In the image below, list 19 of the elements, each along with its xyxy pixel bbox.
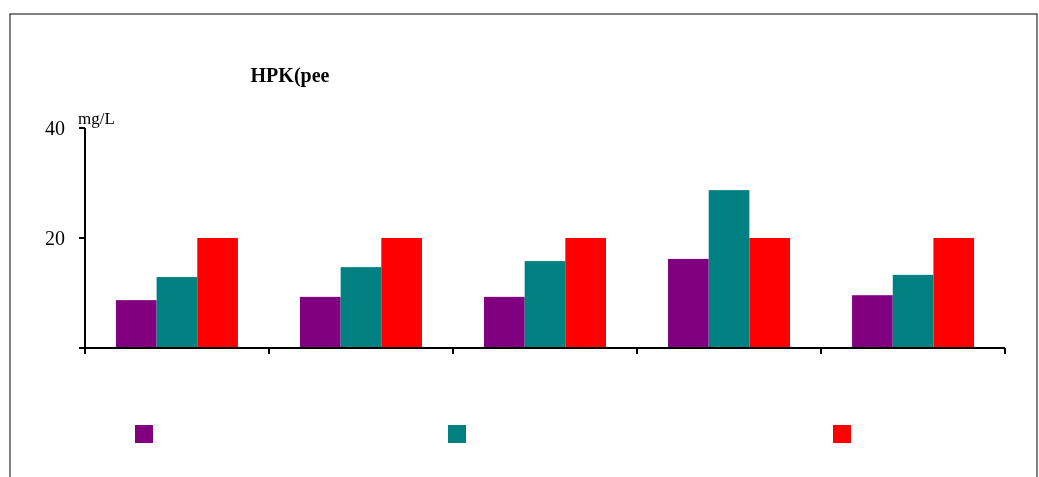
bar [852,295,893,348]
bar [299,296,341,348]
bar [933,238,975,348]
chart-title: HPK(pee [250,64,330,87]
bar [381,238,422,348]
bar [156,277,198,348]
bar [197,238,238,348]
bar [668,258,709,348]
y-axis-title: mg/L [78,109,115,128]
bar [483,296,525,348]
y-tick-label: 20 [45,227,65,249]
bar [892,274,934,348]
bar [565,238,607,348]
bar [749,238,791,348]
bar [340,267,382,348]
bar [524,261,566,348]
y-tick-label: 40 [45,117,65,139]
bar [115,300,157,348]
bar [708,190,750,348]
